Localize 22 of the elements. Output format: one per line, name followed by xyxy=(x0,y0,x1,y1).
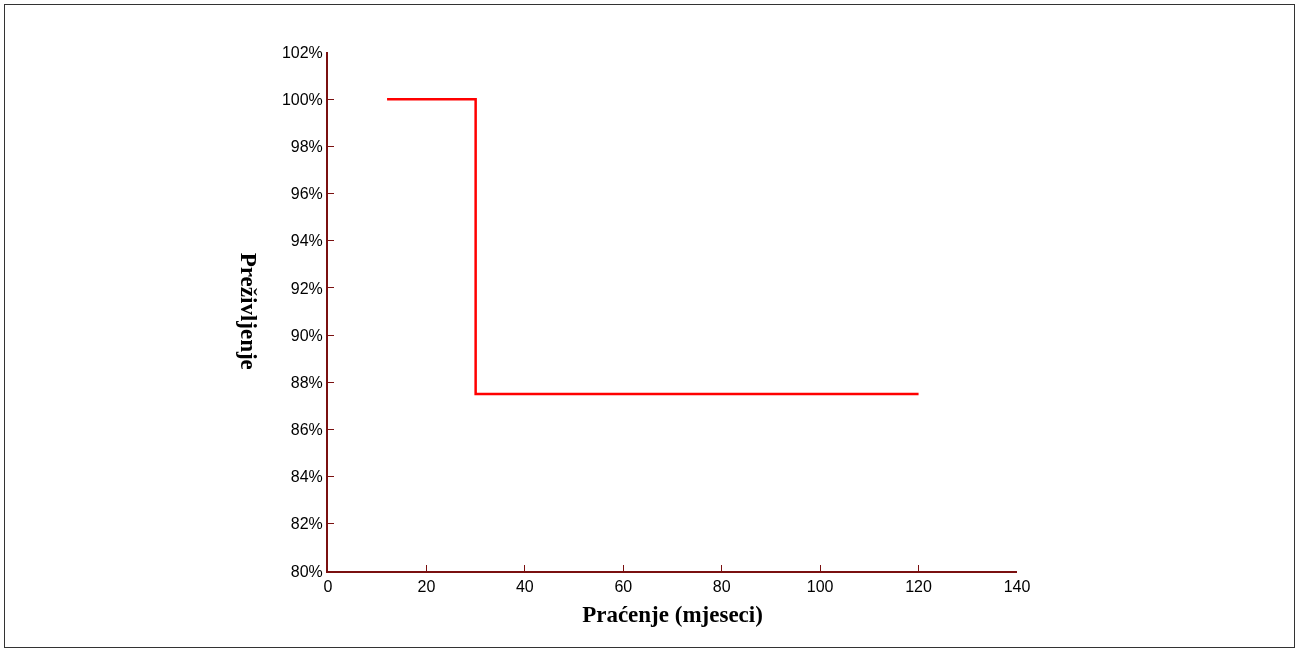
x-tick-label: 60 xyxy=(614,578,633,596)
y-tick-label: 100% xyxy=(281,90,323,108)
x-tick-label: 140 xyxy=(1003,578,1031,596)
y-tick-label: 98% xyxy=(290,137,323,155)
y-tick-label: 96% xyxy=(290,185,323,203)
y-tick-label: 92% xyxy=(290,279,323,297)
y-tick-label: 94% xyxy=(290,232,323,250)
y-tick-label: 102% xyxy=(281,43,323,61)
x-tick-label: 0 xyxy=(323,578,333,596)
y-tick-label: 86% xyxy=(290,421,323,439)
y-tick-label: 84% xyxy=(290,468,323,486)
x-tick-label: 20 xyxy=(417,578,436,596)
x-tick-label: 100 xyxy=(806,578,834,596)
y-tick-label: 90% xyxy=(290,326,323,344)
y-tick-label: 88% xyxy=(290,373,323,391)
x-tick-label: 120 xyxy=(905,578,933,596)
y-axis-title: Preživljenje xyxy=(236,252,262,370)
x-axis-title: Praćenje (mjeseci) xyxy=(582,602,763,628)
y-tick-label: 80% xyxy=(290,562,323,580)
x-tick-label: 80 xyxy=(712,578,731,596)
y-tick-label: 82% xyxy=(290,515,323,533)
x-tick-label: 40 xyxy=(515,578,534,596)
